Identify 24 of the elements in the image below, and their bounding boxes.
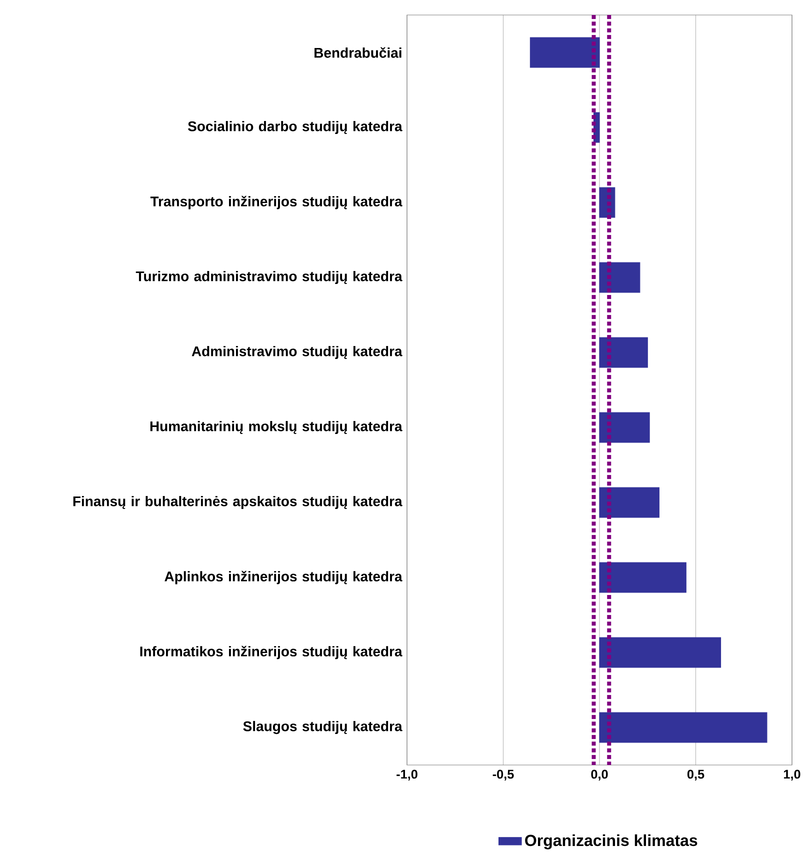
y-tick-label: Finansų ir buhalterinės apskaitos studijų katedra (73, 496, 402, 510)
bar (599, 637, 722, 668)
bar (530, 37, 600, 68)
x-tick-label: 0,0 (591, 770, 608, 781)
y-tick-label: Transporto inžinerijos studijų katedra (150, 196, 402, 210)
bar (599, 412, 650, 443)
y-tick-label: Humanitarinių mokslų studijų katedra (150, 420, 402, 434)
y-tick-label: Aplinkos inžinerijos studijų katedra (164, 570, 402, 584)
y-tick-label: Informatikos inžinerijos studijų katedra (140, 646, 402, 660)
y-tick-label: Administravimo studijų katedra (192, 346, 402, 360)
bar (599, 712, 768, 743)
bar (599, 562, 686, 593)
y-tick-label: Socialinio darbo studijų katedra (188, 120, 402, 134)
x-tick-label: 0,5 (687, 770, 704, 781)
y-tick-label: Bendrabučiai (314, 47, 402, 58)
bar (599, 262, 640, 293)
bar (599, 337, 648, 368)
y-tick-label: Slaugos studijų katedra (243, 720, 402, 734)
x-tick-label: -1,0 (396, 770, 418, 781)
y-tick-label: Turizmo administravimo studijų katedra (136, 270, 402, 284)
x-tick-label: 1,0 (784, 770, 800, 781)
bar (599, 487, 660, 518)
x-tick-label: -0,5 (492, 770, 514, 781)
legend-label: Organizacinis klimatas (525, 834, 698, 850)
